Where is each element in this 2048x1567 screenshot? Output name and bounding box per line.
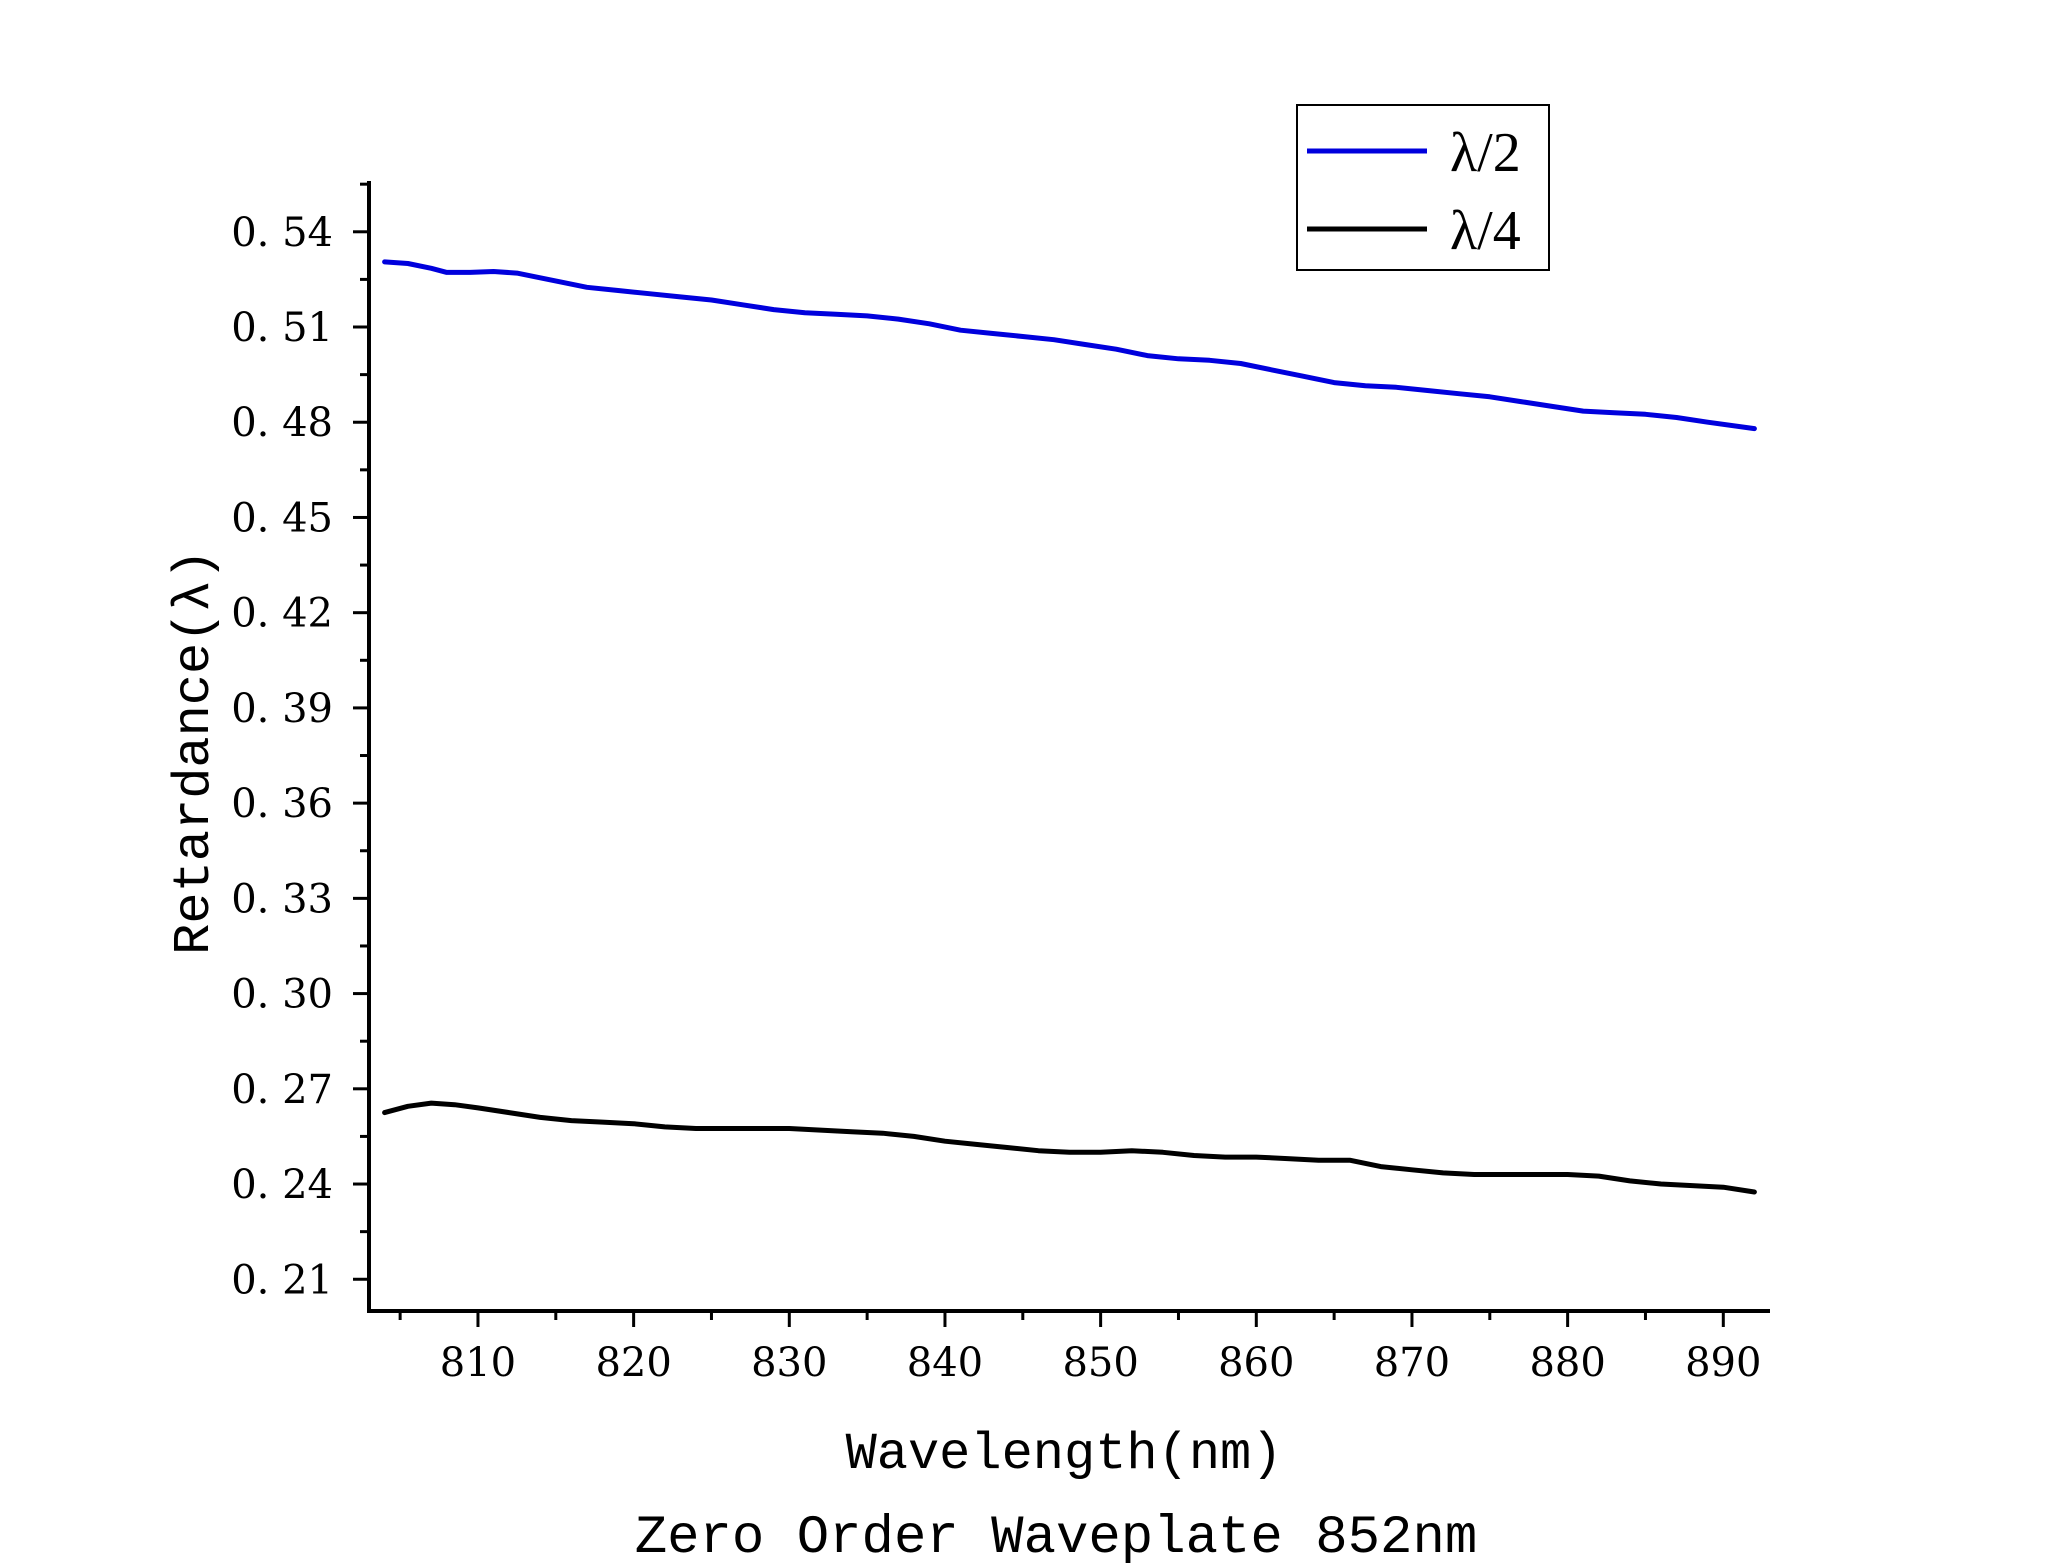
x-tick-label: 830 — [751, 1340, 827, 1386]
x-tick-label: 810 — [440, 1340, 516, 1386]
y-tick-label: 0. 45 — [231, 495, 333, 541]
y-axis-title: Retardance(λ) — [165, 549, 224, 955]
y-tick-label: 0. 54 — [231, 210, 333, 256]
legend: λ/2 λ/4 — [1296, 104, 1550, 271]
y-tick-label: 0. 48 — [231, 400, 333, 446]
y-tick-label: 0. 36 — [231, 781, 333, 827]
y-tick-label: 0. 51 — [231, 305, 333, 351]
chart-caption: Zero Order Waveplate 852nm — [635, 1508, 1478, 1567]
series-layer — [382, 259, 1757, 1195]
x-tick-label: 860 — [1218, 1340, 1294, 1386]
x-tick-label: 890 — [1685, 1340, 1761, 1386]
y-tick-label: 0. 39 — [231, 686, 333, 732]
x-axis-title: Wavelength(nm) — [846, 1425, 1283, 1484]
y-tick-label: 0. 24 — [231, 1162, 333, 1208]
x-tick-label: 880 — [1529, 1340, 1605, 1386]
y-tick-label: 0. 27 — [231, 1067, 333, 1113]
y-tick-label: 0. 33 — [231, 876, 333, 922]
x-tick-label: 850 — [1062, 1340, 1138, 1386]
x-tick-label: 870 — [1374, 1340, 1450, 1386]
series-line-quarter-wave — [382, 1100, 1757, 1195]
series-line-half-wave — [382, 259, 1757, 432]
legend-label-half-wave: λ/2 — [1450, 122, 1521, 184]
axes-layer: 0. 21 0. 24 0. 27 0. 30 0. 33 0. 36 0. 39 0. 42… — [231, 181, 1770, 1386]
x-tick-label: 840 — [907, 1340, 983, 1386]
legend-box — [1296, 104, 1550, 271]
y-tick-label: 0. 42 — [231, 591, 333, 637]
y-tick-label: 0. 21 — [231, 1257, 333, 1303]
x-tick-label: 820 — [595, 1340, 671, 1386]
y-tick-label: 0. 30 — [231, 972, 333, 1018]
legend-label-quarter-wave: λ/4 — [1450, 200, 1521, 262]
